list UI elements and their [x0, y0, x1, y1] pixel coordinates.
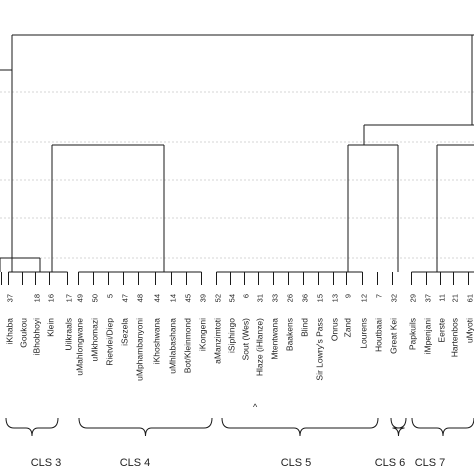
leaf-name: iKhaba	[5, 318, 15, 345]
leaf-name: Hlaze (iHlanze)	[255, 318, 265, 376]
leaf-name: iKhoshwana	[152, 318, 162, 365]
leaf-name: Goukou	[19, 318, 29, 348]
leaf-name: Baakens	[285, 318, 295, 351]
cluster-bracket	[411, 417, 474, 437]
leaf-number: 14	[169, 294, 178, 302]
cluster-bracket	[5, 417, 59, 437]
leaf-name: iBhobhoyi	[32, 318, 42, 355]
leaf-name: Klein	[46, 318, 56, 337]
cluster-label: CLS 7	[415, 457, 446, 469]
leaf-number: 11	[438, 294, 447, 302]
leaf-name: iMpenjani	[423, 318, 433, 354]
leaf-number: 45	[184, 294, 193, 302]
leaf-name: Bot/Kleinmond	[183, 318, 193, 374]
leaf-number: 29	[409, 294, 418, 302]
cluster-bracket	[78, 417, 213, 437]
leaf-number-row: 37 18 16 17 49 50 5 47 48 44 14 45 39 52 54 6 31 33 26 36 15…	[6, 294, 474, 302]
leaf-number: 17	[65, 294, 74, 302]
leaf-number: 61	[466, 294, 474, 302]
leaf-name: Hartenbos	[450, 318, 460, 357]
leaf-name: Uilkraals	[64, 318, 74, 351]
leaf-number: 52	[214, 294, 223, 302]
cluster-label: CLS 6	[375, 457, 406, 469]
leaf-number: 44	[153, 294, 162, 302]
cluster-bracket	[390, 417, 407, 437]
leaf-name: iKongeni	[198, 318, 208, 351]
leaf-number: 39	[199, 294, 208, 302]
leaf-number: 15	[316, 294, 325, 302]
leaf-name: Blind	[300, 318, 310, 337]
leaf-name-row: iKhaba Goukou iBhobhoyi Klein Uilkraals uMahl…	[5, 318, 474, 381]
leaf-number: 12	[360, 294, 369, 302]
cluster-brackets: CLS 3 CLS 4 CLS 5 CLS 6 CLS 7	[5, 417, 474, 469]
leaf-name: Mtentwana	[270, 318, 280, 360]
leaf-name: iSezela	[120, 318, 130, 346]
leaf-name: Papkuils	[408, 318, 418, 350]
leaf-name: Houtbaai	[374, 318, 384, 352]
leaf-number: 18	[33, 294, 42, 302]
leaf-name: Eerste	[437, 318, 447, 343]
leaf-name: uMkhomazi	[90, 318, 100, 362]
leaf-name: aManzimtoti	[213, 318, 223, 364]
leaf-name: uMhlabashana	[168, 318, 178, 374]
leaf-number: 9	[344, 294, 353, 298]
leaf-name: Zand	[343, 318, 353, 338]
cluster-bracket	[221, 417, 379, 437]
leaf-number: 6	[242, 294, 251, 298]
leaf-name: uMyoti	[465, 318, 474, 343]
leaf-number: 37	[424, 294, 433, 302]
leaf-name: uMahlongwane	[75, 318, 85, 376]
leaf-name: iSiphingo	[227, 318, 237, 353]
leaf-number: 36	[301, 294, 310, 302]
leaf-name: Sir Lowry's Pass	[315, 318, 325, 381]
leaf-name: Onrus	[330, 318, 340, 341]
caret-mark: ^	[253, 402, 258, 412]
cluster-label: CLS 3	[31, 457, 62, 469]
leaf-name: Rietvlei/Diep	[105, 318, 115, 366]
leaf-name: Lourens	[359, 318, 369, 349]
leaf-name: Sout (Wes)	[241, 318, 251, 361]
leaf-number: 48	[136, 294, 145, 302]
gridlines	[0, 91, 474, 259]
leaf-number: 50	[91, 294, 100, 302]
leaf-number: 13	[331, 294, 340, 302]
leaf-name: Great Kei	[389, 318, 399, 354]
cluster-label: CLS 4	[120, 457, 151, 469]
cluster-label: CLS 5	[281, 457, 312, 469]
leaf-number: 33	[271, 294, 280, 302]
leaf-number: 5	[106, 294, 115, 298]
leaf-number: 26	[286, 294, 295, 302]
leaf-number: 32	[390, 294, 399, 302]
dendrogram-tree	[0, 34, 474, 285]
leaf-number: 37	[6, 294, 15, 302]
leaf-number: 7	[375, 294, 384, 298]
leaf-number: 47	[121, 294, 130, 302]
leaf-number: 16	[47, 294, 56, 302]
leaf-number: 54	[228, 294, 237, 302]
leaf-name: uMphambanyoni	[135, 318, 145, 381]
leaf-number: 49	[76, 294, 85, 302]
leaf-number: 21	[451, 294, 460, 302]
leaf-number: 31	[256, 294, 265, 302]
